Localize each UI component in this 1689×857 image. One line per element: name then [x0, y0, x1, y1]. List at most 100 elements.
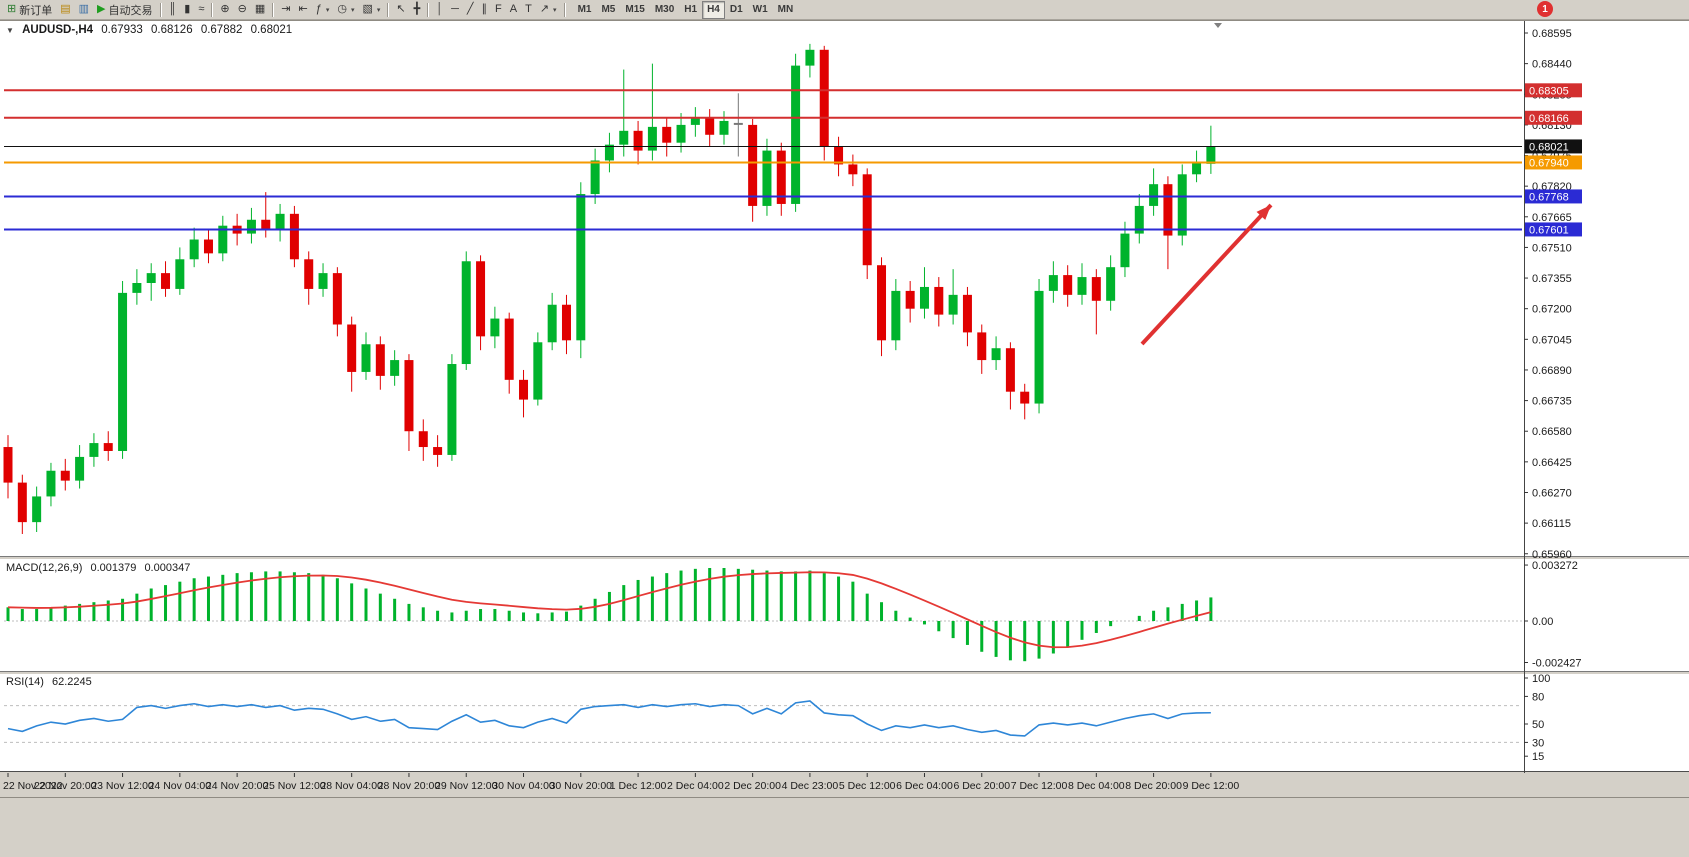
timeframe-m5[interactable]: M5	[601, 4, 616, 15]
chevron-down-icon: ▾	[553, 6, 557, 14]
chart-template-button[interactable]: ▧ ▾	[358, 0, 384, 19]
toolbar-separator	[427, 2, 430, 17]
clock-icon: ◷	[337, 3, 347, 15]
chevron-down-icon: ▾	[350, 6, 355, 14]
price-badge: 0.67601	[1525, 222, 1582, 237]
channel-icon: ∥	[481, 3, 488, 15]
notification-badge[interactable]: 1	[1537, 1, 1553, 17]
macd-axis-label: 0.00	[1532, 616, 1553, 628]
time-axis-label: 5 Dec 12:00	[839, 780, 896, 792]
time-axis-label: 22 Nov 20:00	[34, 780, 97, 792]
price-axis-label: 0.68595	[1532, 28, 1572, 40]
time-axis-label: 28 Nov 04:00	[320, 780, 383, 792]
chart-shift-marker[interactable]	[1214, 23, 1222, 28]
text-button[interactable]: A	[506, 0, 521, 19]
price-badge: 0.68021	[1525, 139, 1582, 154]
new-order-button-label: 新订单	[19, 4, 53, 17]
crosshair-button[interactable]: ╋	[410, 0, 425, 19]
line-chart-button[interactable]: ≈	[194, 0, 208, 19]
zoom-out-icon: ⊖	[237, 3, 247, 15]
time-axis-label: 1 Dec 12:00	[610, 780, 667, 792]
auto-scroll-button[interactable]: ⇥	[277, 0, 294, 19]
autotrading-button-label: 自动交易	[108, 4, 153, 17]
text-label-icon: T	[525, 3, 532, 15]
rsi-axis-label: 15	[1532, 751, 1544, 763]
time-axis-label: 9 Dec 12:00	[1183, 780, 1240, 792]
timeframe-d1[interactable]: D1	[729, 4, 743, 15]
rsi-panel[interactable]	[0, 674, 1689, 771]
price-axis-label: 0.67200	[1532, 304, 1572, 316]
main-chart-panel[interactable]	[0, 21, 1689, 556]
cursor-button[interactable]: ↖	[392, 0, 409, 19]
price-axis-label: 0.66580	[1532, 426, 1572, 438]
horizontal-line-icon: ─	[451, 3, 459, 15]
timeframe-m30[interactable]: M30	[654, 4, 675, 15]
rsi-axis-label: 30	[1532, 737, 1544, 749]
timeframe-w1[interactable]: W1	[752, 4, 768, 15]
chevron-down-icon: ▾	[376, 6, 381, 14]
horizontal-line-button[interactable]: ─	[447, 0, 463, 19]
vertical-line-icon: │	[436, 3, 444, 15]
autotrading-button[interactable]: ▶ 自动交易	[93, 0, 156, 19]
new-order-button[interactable]: ⊞ 新订单	[3, 0, 56, 19]
rsi-axis-label: 100	[1532, 673, 1550, 685]
indicators-icon: ƒ	[315, 3, 322, 15]
indicators-button[interactable]: ƒ ▾	[312, 0, 334, 19]
price-axis-label: 0.68440	[1532, 59, 1572, 71]
chart-shift-button[interactable]: ⇤	[294, 0, 311, 19]
new-order-icon: ⊞	[7, 3, 17, 15]
svg-text:0.68166: 0.68166	[1529, 113, 1569, 125]
timeframe-h1[interactable]: H1	[684, 4, 698, 15]
toolbar-separator	[387, 2, 390, 17]
text-icon: A	[509, 3, 518, 15]
text-label-button[interactable]: T	[521, 0, 536, 19]
macd-axis-label: 0.003272	[1532, 560, 1578, 572]
chevron-down-icon: ▾	[325, 6, 330, 14]
price-axis-label: 0.67355	[1532, 273, 1572, 285]
price-axis-label: 0.66425	[1532, 457, 1572, 469]
macd-histogram	[6, 567, 1213, 662]
fibonacci-button[interactable]: F	[491, 0, 506, 19]
timeframe-switcher: M1 M5 M15 M30 H1 H4 D1 W1 MN	[573, 0, 799, 19]
arrows-tool-button[interactable]: ↗ ▾	[536, 0, 561, 19]
candlestick-chart-button[interactable]: ▮	[180, 0, 194, 19]
vertical-line-button[interactable]: │	[432, 0, 447, 19]
time-axis-label: 8 Dec 04:00	[1068, 780, 1125, 792]
time-axis-label: 22 Nov 2022	[3, 780, 63, 792]
zoom-out-button[interactable]: ⊖	[234, 0, 251, 19]
templates-button[interactable]: ▤	[56, 0, 74, 19]
time-axis-label: 7 Dec 12:00	[1011, 780, 1068, 792]
trend-arrow-annotation[interactable]	[1140, 203, 1273, 346]
zoom-in-icon: ⊕	[220, 3, 230, 15]
toolbar-separator	[159, 2, 162, 17]
chart-template-icon: ▧	[362, 3, 373, 15]
time-axis-label: 6 Dec 20:00	[953, 780, 1010, 792]
price-axis-label: 0.67665	[1532, 212, 1572, 224]
panel-splitter[interactable]	[0, 671, 1689, 674]
price-axis-label: 0.65960	[1532, 549, 1572, 561]
macd-panel[interactable]	[0, 559, 1689, 671]
trendline-button[interactable]: ╱	[463, 0, 478, 19]
time-axis-label: 6 Dec 04:00	[896, 780, 953, 792]
equidistant-channel-button[interactable]: ∥	[478, 0, 492, 19]
price-axis-label: 0.67045	[1532, 334, 1572, 346]
timeframe-m15[interactable]: M15	[625, 4, 645, 15]
toolbar-separator	[211, 2, 214, 17]
timeframe-m1[interactable]: M1	[577, 4, 592, 15]
tile-windows-icon: ▦	[254, 3, 266, 15]
time-axis-label: 24 Nov 20:00	[206, 780, 269, 792]
chart-shift-icon: ⇤	[298, 3, 308, 15]
timeframe-h4[interactable]: H4	[702, 0, 725, 19]
toolbar-separator	[563, 2, 566, 17]
profiles-button[interactable]: ▥	[75, 0, 93, 19]
tile-windows-button[interactable]: ▦	[251, 0, 269, 19]
zoom-in-button[interactable]: ⊕	[216, 0, 233, 19]
bar-chart-button[interactable]: ║	[165, 0, 181, 19]
timeframe-mn[interactable]: MN	[777, 4, 794, 15]
panel-splitter[interactable]	[0, 556, 1689, 559]
price-axis-label: 0.67510	[1532, 242, 1572, 254]
periods-button[interactable]: ◷ ▾	[333, 0, 358, 19]
price-axis-label: 0.66115	[1532, 518, 1571, 530]
